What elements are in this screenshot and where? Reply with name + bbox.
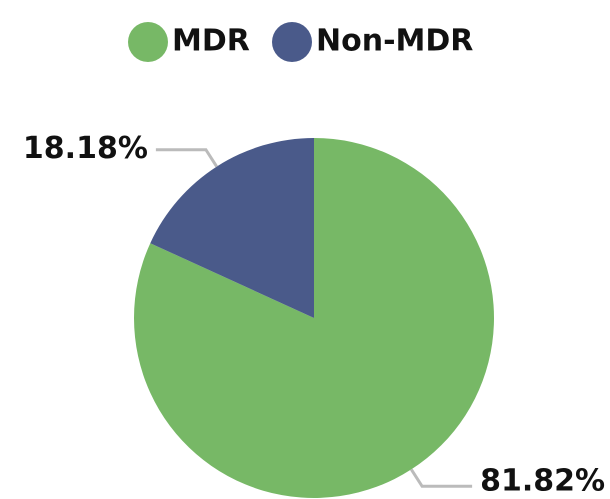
pie-slice <box>150 138 314 318</box>
legend-label: MDR <box>172 24 250 59</box>
leader-line <box>155 148 218 168</box>
legend-swatch <box>272 22 312 62</box>
legend-label: Non-MDR <box>316 24 473 59</box>
slice-label: 81.82% <box>480 464 605 499</box>
leader-line <box>410 468 473 488</box>
legend-swatch <box>128 22 168 62</box>
slice-label: 18.18% <box>23 131 148 166</box>
